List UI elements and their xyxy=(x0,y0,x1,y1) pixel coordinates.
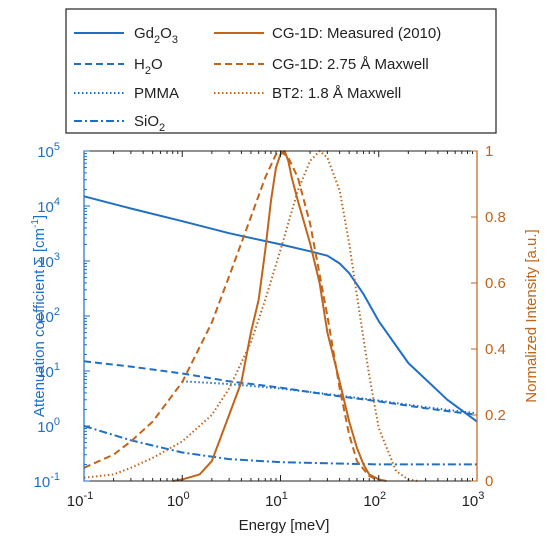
x-tick-label: 10-1 xyxy=(67,490,93,510)
plot-background xyxy=(84,151,477,481)
plot-area xyxy=(83,150,478,482)
x-tick-label: 103 xyxy=(462,490,485,510)
y-left-tick-label: 10-1 xyxy=(34,471,60,491)
y-axis-left-label: Attenuation coefficient Σ [cm-1] xyxy=(30,215,48,417)
y-left-tick-label: 105 xyxy=(37,141,60,161)
series-line-5 xyxy=(83,150,380,481)
series-line-6 xyxy=(83,150,418,482)
legend-label-6: BT2: 1.8 Å Maxwell xyxy=(272,85,401,102)
legend-label-4: CG-1D: Measured (2010) xyxy=(272,25,441,42)
x-tick-label: 101 xyxy=(265,490,288,510)
y-axis-left-label-main: Attenuation coefficient Σ [cm xyxy=(31,228,48,417)
y-right-tick-label: 0.2 xyxy=(485,407,506,424)
series-line-0 xyxy=(83,195,478,423)
legend-label-5: CG-1D: 2.75 Å Maxwell xyxy=(272,56,429,73)
y-axis-right: 0 0.2 0.4 0.6 0.8 1 xyxy=(471,143,506,490)
y-right-tick-label: 0 xyxy=(485,473,493,490)
y-left-tick-label: 104 xyxy=(37,196,60,216)
legend: Gd2O3 H2O PMMA SiO2 CG-1D: Measured (2010) CG… xyxy=(65,8,497,134)
legend-label-2: PMMA xyxy=(134,85,179,102)
series-line-1 xyxy=(83,360,478,416)
series-line-3 xyxy=(83,425,477,466)
legend-label-1: H2O xyxy=(134,56,163,77)
y-right-tick-label: 0.4 xyxy=(485,341,506,358)
y-right-tick-label: 1 xyxy=(485,143,493,160)
x-tick-label: 100 xyxy=(167,490,190,510)
series-line-4 xyxy=(172,150,387,482)
y-axis-left: 10-1 100 101 102 103 104 105 xyxy=(34,141,90,491)
y-axis-left-label-end: ] xyxy=(31,215,48,219)
y-left-tick-label: 100 xyxy=(37,416,60,436)
y-axis-left-label-sup: -1 xyxy=(30,219,41,228)
series-line-2 xyxy=(182,380,478,415)
y-left-tick-label: 102 xyxy=(37,306,60,326)
y-left-tick-label: 101 xyxy=(37,361,60,381)
y-axis-right-label: Normalized Intensity [a.u.] xyxy=(523,229,540,402)
x-tick-label: 102 xyxy=(363,490,386,510)
legend-label-0: Gd2O3 xyxy=(134,25,178,46)
y-right-tick-label: 0.8 xyxy=(485,209,506,226)
y-right-tick-label: 0.6 xyxy=(485,275,506,292)
x-axis-label: Energy [meV] xyxy=(239,517,330,534)
legend-box xyxy=(65,8,497,134)
y-left-tick-label: 103 xyxy=(37,251,60,271)
legend-label-3: SiO2 xyxy=(134,113,165,134)
